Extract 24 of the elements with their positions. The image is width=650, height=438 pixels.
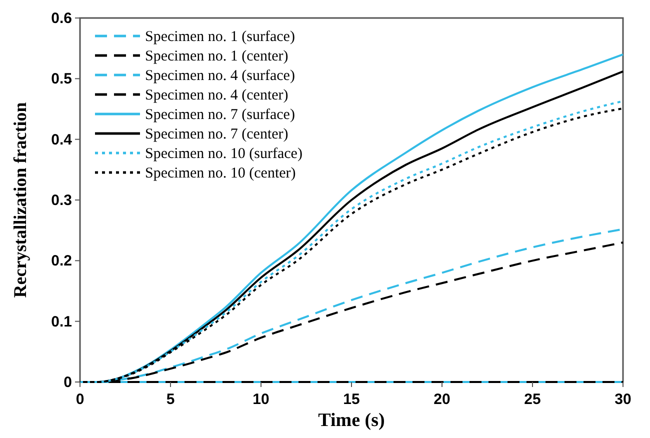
legend-label: Specimen no. 10 (surface) <box>145 146 302 162</box>
y-tick-label: 0.6 <box>51 10 72 27</box>
legend-label: Specimen no. 7 (surface) <box>145 107 295 123</box>
y-tick-label: 0.4 <box>51 131 73 148</box>
y-axis-title: Recrystallization fraction <box>10 102 30 298</box>
legend-label: Specimen no. 1 (center) <box>145 48 288 64</box>
y-tick-label: 0.3 <box>51 192 72 209</box>
x-tick-label: 10 <box>252 391 270 408</box>
legend-label: Specimen no. 4 (center) <box>145 88 288 104</box>
legend-label: Specimen no. 7 (center) <box>145 126 288 142</box>
x-tick-label: 0 <box>76 391 84 408</box>
x-axis-title: Time (s) <box>318 410 385 431</box>
legend-label: Specimen no. 4 (surface) <box>145 68 295 84</box>
legend-label: Specimen no. 10 (center) <box>145 166 296 182</box>
x-tick-label: 5 <box>166 391 175 408</box>
x-tick-label: 30 <box>614 391 632 408</box>
legend-label: Specimen no. 1 (surface) <box>145 29 295 45</box>
y-tick-label: 0.5 <box>51 70 72 88</box>
x-tick-label: 20 <box>434 391 450 408</box>
y-tick-label: 0.2 <box>51 252 72 270</box>
x-tick-label: 25 <box>524 391 541 408</box>
x-tick-label: 15 <box>343 391 360 408</box>
y-tick-label: 0.1 <box>51 313 72 330</box>
y-tick-label: 0 <box>64 374 72 391</box>
